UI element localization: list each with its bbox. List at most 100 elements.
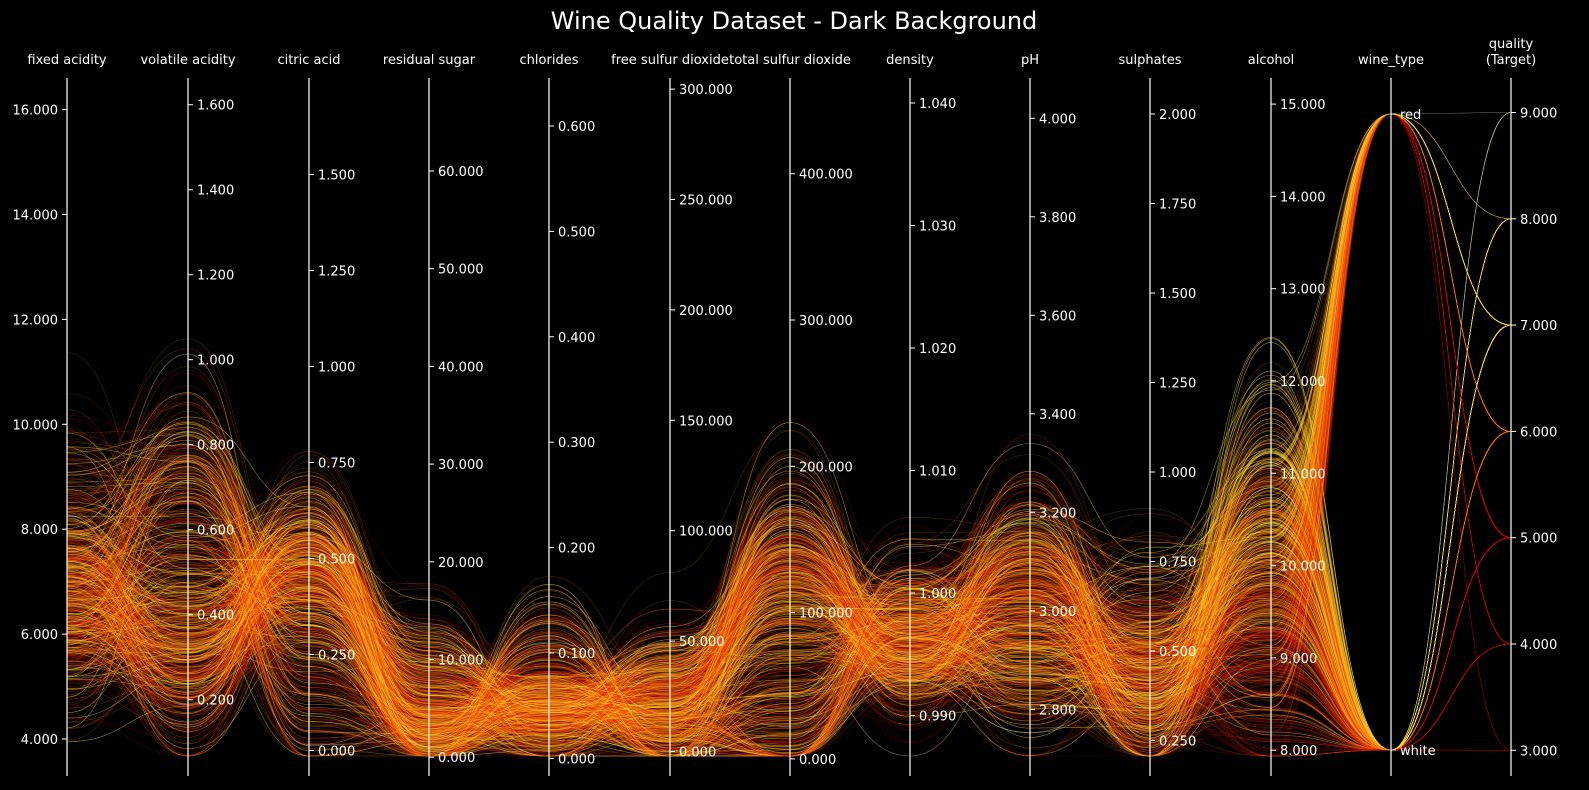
data-polyline	[66, 454, 1512, 755]
data-polyline	[66, 324, 1512, 751]
data-polyline	[66, 113, 1512, 746]
data-polyline	[66, 431, 1512, 752]
data-polyline	[66, 510, 1512, 757]
data-polyline	[66, 324, 1512, 751]
data-polyline	[66, 113, 1512, 750]
tick-label: 10.000	[438, 654, 484, 669]
tick-label: 1.000	[1159, 466, 1196, 481]
data-polyline	[66, 431, 1512, 752]
data-polyline	[66, 113, 1512, 757]
tick-label: 100.000	[799, 607, 853, 622]
tick-label: 1.200	[197, 269, 234, 284]
tick-label: 6.000	[21, 628, 58, 643]
data-polyline	[66, 113, 1512, 743]
axis-title: (Target)	[1486, 53, 1536, 68]
tick-label: 3.800	[1039, 211, 1076, 226]
data-polyline	[66, 431, 1512, 753]
data-polyline	[66, 537, 1512, 757]
data-polyline	[66, 431, 1512, 751]
data-polyline	[66, 431, 1512, 751]
data-polyline	[66, 324, 1512, 751]
axis-title: fixed acidity	[27, 53, 107, 68]
data-polyline	[66, 324, 1512, 751]
tick-label: 1.000	[197, 354, 234, 369]
tick-label: 1.040	[919, 97, 956, 112]
data-polyline	[66, 218, 1512, 757]
data-polyline	[66, 431, 1512, 751]
data-polyline	[66, 324, 1512, 751]
tick-label: 1.500	[318, 169, 355, 184]
axis-title: alcohol	[1248, 53, 1294, 68]
data-polyline	[66, 113, 1512, 733]
data-polyline	[66, 113, 1512, 753]
data-polyline	[66, 113, 1512, 728]
data-polyline	[66, 113, 1512, 757]
tick-label: 3.400	[1039, 408, 1076, 423]
data-polyline	[66, 431, 1512, 751]
tick-label: 100.000	[679, 525, 733, 540]
tick-label: 60.000	[438, 165, 484, 180]
data-polyline	[66, 431, 1512, 751]
data-polyline	[66, 113, 1512, 738]
tick-label: 1.010	[919, 465, 956, 480]
axis-title: volatile acidity	[140, 53, 235, 68]
data-polyline	[66, 324, 1512, 751]
data-polyline	[66, 427, 1512, 751]
data-polyline	[66, 510, 1512, 751]
data-polyline	[66, 113, 1512, 757]
tick-label: 200.000	[679, 304, 733, 319]
data-polyline	[66, 431, 1512, 752]
data-polyline	[66, 483, 1512, 751]
tick-label: 40.000	[438, 360, 484, 375]
tick-label: 0.750	[318, 457, 355, 472]
axis-title: residual sugar	[383, 53, 476, 68]
data-polyline	[66, 431, 1512, 751]
data-polyline	[66, 431, 1512, 751]
data-polyline	[66, 113, 1512, 742]
tick-label: 0.600	[558, 120, 595, 135]
data-polyline	[66, 537, 1512, 751]
data-polyline	[66, 113, 1512, 747]
data-polyline	[66, 324, 1512, 751]
axis-title: pH	[1021, 53, 1039, 68]
tick-label: 2.800	[1039, 703, 1076, 718]
data-polyline	[66, 431, 1512, 751]
data-polyline	[66, 431, 1512, 751]
data-polyline	[66, 431, 1512, 751]
data-polyline	[66, 550, 1512, 757]
tick-label: 7.000	[1520, 319, 1557, 334]
data-polyline	[66, 431, 1512, 751]
chart-title: Wine Quality Dataset - Dark Background	[551, 7, 1038, 35]
tick-label: 0.000	[318, 745, 355, 760]
tick-label: 0.400	[197, 609, 234, 624]
data-polyline	[66, 431, 1512, 751]
data-polyline	[66, 537, 1512, 751]
data-polyline	[66, 113, 1512, 757]
tick-label: 1.000	[318, 361, 355, 376]
data-polyline	[66, 218, 1512, 751]
tick-label: red	[1400, 108, 1421, 123]
axis-title: free sulfur dioxide	[611, 53, 729, 68]
data-polyline	[66, 113, 1512, 757]
data-polyline	[66, 482, 1512, 757]
tick-label: 0.500	[318, 553, 355, 568]
tick-label: 0.000	[679, 746, 716, 761]
data-polyline	[66, 324, 1512, 751]
data-polyline	[66, 324, 1512, 751]
data-polyline	[66, 113, 1512, 741]
tick-label: 4.000	[1039, 112, 1076, 127]
data-polyline	[66, 324, 1512, 757]
tick-label: 3.200	[1039, 506, 1076, 521]
tick-label: 200.000	[799, 460, 853, 475]
data-polyline	[66, 431, 1512, 751]
data-polyline	[66, 508, 1512, 751]
data-polyline	[66, 431, 1512, 757]
tick-label: 11.000	[1280, 467, 1326, 482]
tick-label: 10.000	[13, 418, 59, 433]
data-polyline	[66, 431, 1512, 751]
tick-label: 0.500	[1159, 645, 1196, 660]
data-polyline	[66, 431, 1512, 751]
data-polyline	[66, 431, 1512, 751]
data-polyline	[66, 520, 1512, 751]
tick-label: 4.000	[1520, 638, 1557, 653]
